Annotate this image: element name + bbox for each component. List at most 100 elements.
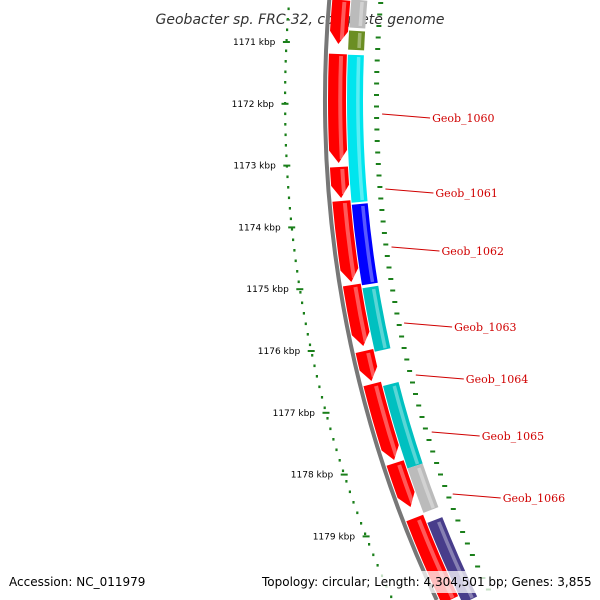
kbp-label: 1178 kbp: [291, 471, 334, 481]
gene-block-body: [362, 285, 391, 352]
gene-block-body: [348, 30, 366, 51]
scale-dot: [284, 112, 287, 116]
gene-block: [362, 285, 391, 352]
gene-label-leader: [415, 374, 464, 380]
scale-dot: [329, 427, 332, 431]
cds-forward-body: [329, 166, 350, 198]
genome-backbone: [323, 0, 439, 600]
kbp-label: 1176 kbp: [258, 347, 301, 357]
cds-forward-highlight: [339, 1, 347, 41]
cds-forward: [386, 460, 415, 507]
scale-dot: [318, 385, 321, 389]
cds-forward-highlight: [397, 464, 415, 504]
gene-label-leader: [382, 113, 431, 119]
gene-label: Geob_1064: [466, 373, 528, 386]
gene-label-leader: [431, 431, 480, 437]
gene-block: [348, 30, 366, 51]
map-title: Geobacter sp. FRC-32, complete genome: [156, 12, 445, 28]
cds-forward-highlight: [353, 286, 368, 343]
forward-cds-track: [327, 0, 459, 600]
scale-dot: [311, 354, 314, 357]
gene-label-leader: [452, 493, 501, 499]
scale-dot: [293, 249, 296, 252]
cds-forward-body: [327, 53, 348, 163]
cds-forward-body: [332, 200, 359, 282]
gene-block: [349, 0, 368, 29]
gene-track: [346, 0, 478, 600]
scale-dot: [296, 270, 299, 273]
gene-label: Geob_1063: [454, 321, 516, 334]
cds-forward-highlight: [417, 519, 455, 599]
gene-block-highlight: [356, 56, 365, 201]
gene-label: Geob_1065: [482, 430, 544, 443]
topology-backdrop: [258, 571, 600, 593]
scale-dot: [306, 333, 309, 336]
gene-block-highlight: [371, 288, 387, 349]
scale-dot: [285, 154, 288, 158]
scale-dot: [284, 133, 287, 137]
gene-block: [383, 382, 423, 469]
scale-dot: [287, 7, 290, 11]
gene-block-highlight: [437, 521, 474, 599]
scale-dot: [287, 196, 291, 200]
gene-label: Geob_1062: [442, 245, 504, 258]
kbp-label: 1175 kbp: [246, 285, 289, 295]
scale-dot: [345, 480, 348, 483]
outer-tick-track: [374, 2, 491, 591]
scale-dot: [364, 532, 367, 536]
gene-label-leader: [404, 322, 453, 328]
scale-dot: [286, 28, 289, 32]
scale-dot: [287, 186, 290, 189]
scale-dot: [338, 459, 341, 462]
gene-block-body: [351, 203, 378, 286]
cds-forward-highlight: [366, 352, 376, 378]
gene-block-highlight: [358, 1, 364, 27]
cds-forward: [332, 200, 359, 282]
cds-forward-highlight: [340, 168, 347, 195]
kbp-label: 1174 kbp: [238, 223, 281, 233]
scale-dot: [284, 60, 287, 63]
scale-dot: [284, 144, 287, 147]
scale-dot: [315, 375, 318, 378]
gene-label-leader: [391, 246, 440, 252]
scale-dot: [290, 228, 294, 231]
scale-dot: [335, 448, 338, 452]
cds-forward-body: [330, 0, 351, 44]
cds-forward-body: [355, 349, 378, 381]
kbp-label: 1179 kbp: [313, 532, 356, 542]
cds-forward: [355, 349, 378, 381]
scale-dot: [284, 70, 287, 74]
scale-dot: [288, 207, 291, 210]
scale-dot: [356, 511, 359, 515]
cds-forward-body: [386, 460, 415, 507]
cds-forward-body: [342, 283, 370, 346]
cds-forward: [327, 53, 348, 163]
gene-block-highlight: [392, 385, 420, 465]
scale-dot: [332, 438, 335, 441]
scale-dot: [284, 81, 287, 84]
cds-forward-highlight: [374, 385, 399, 457]
cds-forward-body: [363, 381, 399, 460]
scale-dot: [304, 322, 307, 326]
scale-dot: [302, 312, 305, 315]
kbp-label: 1177 kbp: [273, 409, 316, 419]
kbp-label: 1171 kbp: [233, 38, 276, 48]
scale-dot: [372, 553, 375, 557]
scale-dot: [348, 490, 351, 494]
gene-block: [346, 54, 368, 203]
gene-block-highlight: [361, 205, 375, 283]
kbp-label: 1172 kbp: [232, 100, 275, 110]
scale-dot: [360, 522, 363, 525]
accession-text: Accession: NC_011979: [9, 575, 145, 589]
gene-block-highlight: [417, 467, 435, 509]
cds-forward: [363, 381, 399, 460]
scale-dot: [313, 364, 316, 368]
scale-dot: [285, 39, 288, 42]
cds-forward: [342, 283, 370, 346]
cds-forward-highlight: [338, 55, 344, 160]
topology-text: Topology: circular; Length: 4,304,501 bp…: [261, 575, 592, 589]
scale-dot: [326, 417, 329, 420]
scale-dot: [297, 280, 300, 284]
